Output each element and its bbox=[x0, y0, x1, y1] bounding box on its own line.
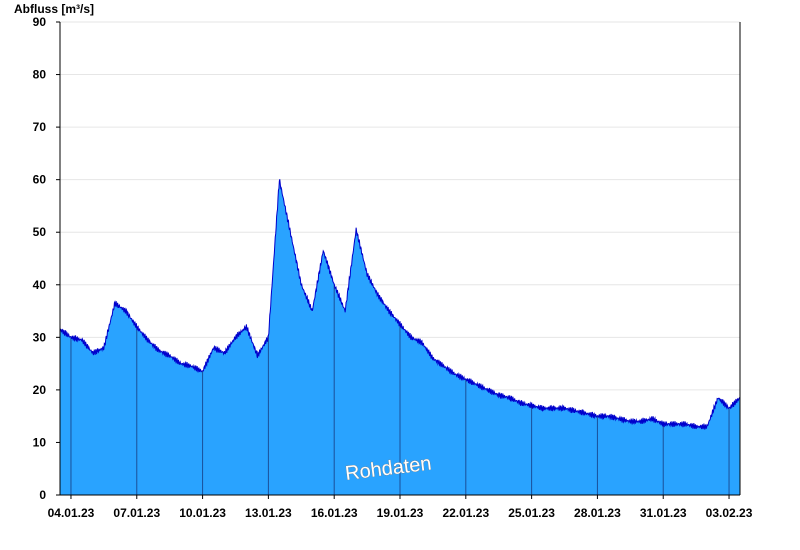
y-tick-label: 10 bbox=[33, 435, 47, 449]
x-tick-lines bbox=[70, 284, 730, 495]
x-tick-label: 28.01.23 bbox=[574, 506, 621, 520]
x-tick-label: 07.01.23 bbox=[113, 506, 160, 520]
x-tick-label: 25.01.23 bbox=[508, 506, 555, 520]
y-tick-label: 60 bbox=[33, 173, 47, 187]
y-axis-title: Abfluss [m³/s] bbox=[14, 2, 94, 16]
x-axis-ticks: 04.01.23 07.01.23 10.01.23 13.01.23 16.01.23… bbox=[48, 495, 753, 520]
y-tick-label: 80 bbox=[33, 68, 47, 82]
runoff-line bbox=[59, 179, 741, 430]
y-tick-label: 0 bbox=[39, 488, 46, 502]
x-tick-label: 31.01.23 bbox=[640, 506, 687, 520]
x-tick-label: 10.01.23 bbox=[179, 506, 226, 520]
x-tick-label: 22.01.23 bbox=[442, 506, 489, 520]
y-tick-label: 90 bbox=[33, 15, 47, 29]
x-tick-label: 13.01.23 bbox=[245, 506, 292, 520]
y-tick-label: 20 bbox=[33, 383, 47, 397]
x-tick-label: 03.02.23 bbox=[706, 506, 753, 520]
y-tick-label: 50 bbox=[33, 225, 47, 239]
y-axis-ticks: 0 10 20 30 40 50 60 70 80 90 bbox=[33, 15, 60, 502]
y-tick-label: 30 bbox=[33, 330, 47, 344]
y-tick-label: 70 bbox=[33, 120, 47, 134]
x-tick-label: 16.01.23 bbox=[311, 506, 358, 520]
x-tick-label: 19.01.23 bbox=[377, 506, 424, 520]
x-tick-label: 04.01.23 bbox=[48, 506, 95, 520]
y-tick-label: 40 bbox=[33, 278, 47, 292]
